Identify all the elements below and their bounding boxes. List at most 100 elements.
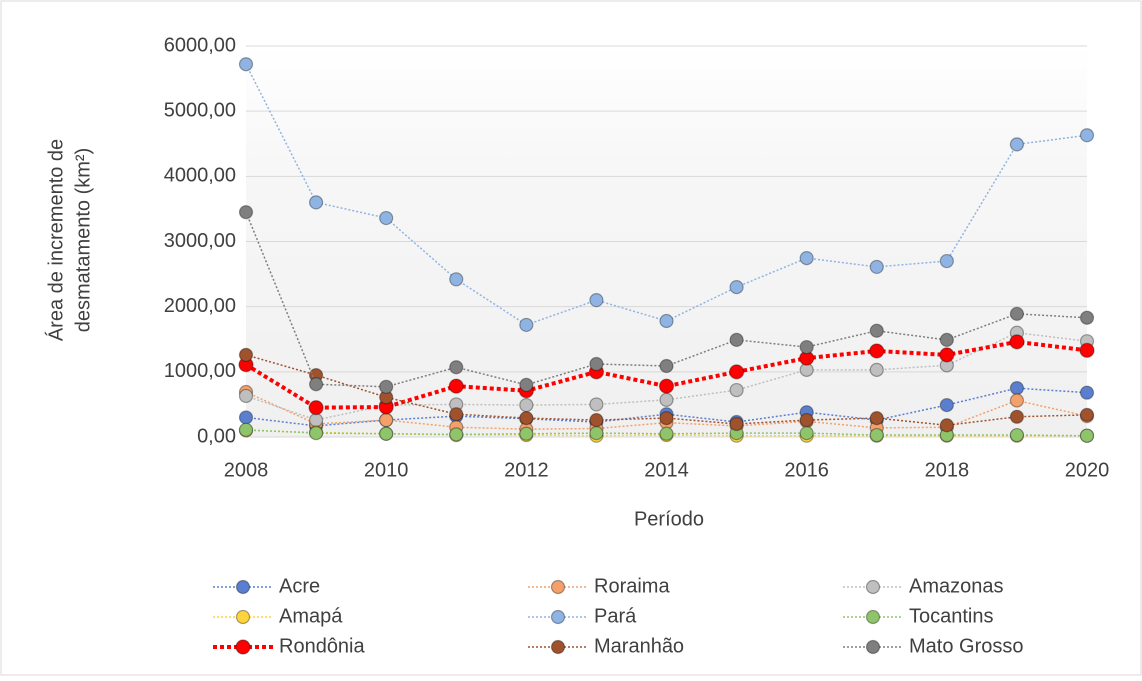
data-point [448,378,464,394]
data-point [519,317,534,333]
data-point [939,418,954,433]
data-point [238,422,254,437]
y-tick-label: 0,00 [197,425,236,447]
data-point [659,426,674,441]
data-point [939,397,954,413]
legend-marker [550,639,566,655]
data-point [589,293,604,308]
legend-marker [550,579,566,595]
data-point [519,397,534,413]
data-point [659,411,674,426]
data-point [729,382,744,398]
data-point [799,412,814,428]
data-point [869,362,884,377]
data-point [379,210,394,226]
y-tick-label: 1000,00 [164,360,236,382]
y-tick-label: 2000,00 [164,295,236,317]
data-point [728,364,745,380]
legend-label: Tocantins [909,605,994,627]
data-point [449,360,464,375]
data-point [379,426,394,441]
data-point [869,323,884,338]
data-point [308,377,324,392]
data-point [589,425,604,441]
legend-label: Rondônia [279,635,366,657]
data-point [729,280,744,295]
x-tick-label: 2018 [925,459,970,481]
y-tick-label: 6000,00 [164,34,236,56]
data-point [659,358,674,374]
data-point [308,400,324,416]
data-point [799,425,814,441]
data-point [1009,427,1025,443]
data-point [449,427,464,442]
data-point [1079,310,1095,325]
y-axis-label: Área de incremento de desmatamento (km²) [44,139,94,341]
data-point [238,410,254,425]
data-point [238,347,254,362]
data-point [1009,409,1025,424]
data-point [659,313,674,329]
x-tick-label: 2014 [644,459,689,481]
data-point [1079,128,1095,143]
legend-marker [235,639,251,655]
data-point [939,347,955,363]
data-point [238,205,254,220]
data-point [1079,385,1095,400]
data-point [589,356,604,372]
data-point [379,412,394,428]
data-point [449,407,464,422]
y-tick-label: 3000,00 [164,230,236,252]
x-tick-label: 2010 [364,459,409,481]
x-axis-label: Período [634,508,704,530]
data-point [589,397,604,412]
data-point [799,339,814,355]
legend-label: Amazonas [909,575,1004,597]
legend-marker [865,639,881,655]
y-axis-label-line: Área de incremento de [44,139,67,341]
data-point [519,377,534,392]
data-point [869,343,885,359]
legend-marker [235,609,251,625]
data-point [658,378,675,394]
data-point [519,426,534,441]
data-point [869,259,884,275]
legend-marker [865,609,881,625]
x-tick-label: 2012 [504,459,549,481]
data-point [869,411,884,426]
data-point [1009,306,1025,321]
legend-label: Roraima [594,575,670,597]
y-axis-label-line: desmatamento (km²) [72,148,94,333]
data-point [1079,407,1095,422]
y-tick-label: 4000,00 [164,165,236,187]
data-point [869,427,884,443]
x-tick-label: 2020 [1065,459,1110,481]
x-tick-label: 2008 [224,459,269,481]
legend-marker [235,579,251,595]
data-point [799,251,814,266]
legend-label: Mato Grosso [909,635,1023,657]
data-point [238,388,254,404]
data-point [729,416,744,432]
data-point [1009,137,1025,152]
data-point [449,272,464,287]
data-point [238,57,254,72]
data-point [308,412,324,428]
data-point [1079,428,1095,443]
legend-marker [865,579,881,595]
data-point [308,425,324,441]
data-point [939,332,954,348]
y-tick-label: 5000,00 [164,99,236,121]
legend-label: Maranhão [594,635,684,657]
data-point [729,332,744,348]
data-point [1009,393,1025,408]
data-point [1009,381,1025,396]
data-point [308,195,324,210]
data-point [519,411,534,426]
data-point [939,253,954,269]
data-point [1009,334,1025,350]
x-tick-label: 2016 [784,459,829,481]
legend-label: Amapá [279,605,343,627]
data-point [589,412,604,428]
